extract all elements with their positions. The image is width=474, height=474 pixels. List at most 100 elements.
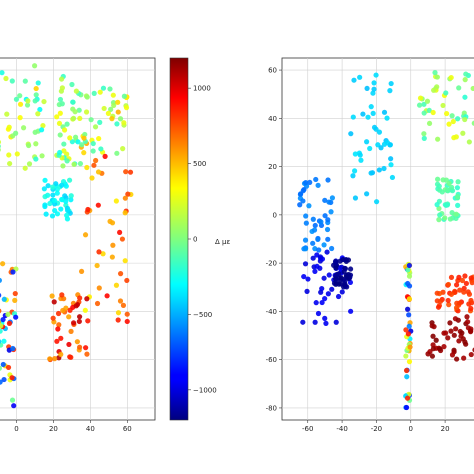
scatter-point [304, 288, 310, 294]
scatter-point [325, 177, 331, 183]
scatter-point [50, 192, 56, 198]
scatter-point [368, 170, 374, 176]
scatter-point [325, 291, 331, 297]
scatter-point [9, 375, 15, 381]
scatter-point [64, 212, 70, 218]
scatter-point [9, 78, 15, 84]
scatter-point [434, 290, 440, 296]
scatter-point [120, 146, 126, 152]
scatter-point [77, 161, 84, 167]
scatter-point [61, 141, 67, 147]
scatter-point [446, 302, 452, 308]
scatter-point [311, 227, 318, 233]
colorbar-tick-label: 500 [193, 160, 206, 168]
scatter-point [297, 202, 303, 208]
scatter-point [329, 195, 336, 201]
scatter-point [437, 298, 444, 304]
scatter-point [63, 198, 69, 204]
scatter-point [13, 130, 19, 136]
scatter-point [96, 249, 102, 255]
scatter-point [114, 121, 120, 127]
scatter-point [471, 120, 474, 126]
scatter-point [378, 145, 384, 151]
scatter-point [41, 98, 47, 105]
y-tick-label: 20 [268, 163, 277, 171]
scatter-point [440, 177, 446, 183]
scatter-point [51, 197, 58, 204]
scatter-point [318, 219, 324, 225]
scatter-point [0, 261, 6, 267]
scatter-point [313, 176, 319, 183]
scatter-point [6, 320, 13, 326]
scatter-point [63, 183, 69, 189]
scatter-point [406, 273, 413, 279]
scatter-point [447, 320, 453, 326]
scatter-point [47, 356, 53, 362]
scatter-point [25, 98, 31, 104]
scatter-point [59, 85, 65, 91]
scatter-point [52, 356, 58, 362]
right-y-ticks: 60 40 20 0 -20 -40 -60 -80 [266, 67, 282, 412]
scatter-point [101, 105, 107, 112]
scatter-point [71, 161, 77, 167]
scatter-point [13, 314, 19, 320]
scatter-point [470, 85, 474, 92]
scatter-point [439, 189, 445, 195]
scatter-point [52, 207, 58, 214]
scatter-point [463, 280, 470, 287]
scatter-point [24, 102, 31, 108]
scatter-point [315, 310, 322, 317]
scatter-point [98, 146, 104, 152]
scatter-point [312, 319, 318, 325]
scatter-point [333, 276, 339, 282]
scatter-point [58, 351, 64, 357]
scatter-point [41, 186, 47, 192]
scatter-point [303, 180, 309, 186]
scatter-point [453, 326, 459, 332]
scatter-point [300, 319, 306, 325]
scatter-point [315, 182, 321, 188]
scatter-point [114, 150, 120, 156]
scatter-point [123, 105, 130, 111]
scatter-point [406, 296, 413, 302]
scatter-point [426, 120, 433, 127]
scatter-point [117, 116, 124, 122]
scatter-point [384, 115, 390, 121]
scatter-point [302, 237, 309, 243]
scatter-point [449, 113, 455, 119]
scatter-point [122, 195, 128, 201]
scatter-point [381, 109, 388, 115]
scatter-point [91, 90, 97, 96]
scatter-point [77, 115, 83, 122]
scatter-point [110, 242, 116, 248]
scatter-point [342, 281, 348, 287]
scatter-point [0, 70, 5, 76]
right-x-ticks: -60 -40 -20 0 20 [302, 420, 450, 433]
scatter-point [376, 129, 383, 135]
scatter-point [17, 101, 24, 107]
colorbar-tick-label: 0 [193, 236, 197, 244]
scatter-point [333, 260, 339, 266]
scatter-point [445, 281, 452, 288]
scatter-point [32, 63, 38, 69]
scatter-point [405, 306, 411, 312]
scatter-point [82, 232, 89, 238]
scatter-point [365, 114, 371, 120]
scatter-point [448, 291, 455, 297]
scatter-point [0, 361, 6, 368]
scatter-point [124, 311, 130, 317]
scatter-point [90, 148, 96, 154]
scatter-point [444, 202, 451, 208]
left-scatter-axes: 0 20 40 60 [0, 57, 156, 433]
scatter-point [464, 314, 470, 320]
x-tick-label: 20 [49, 425, 58, 433]
scatter-point [388, 80, 394, 87]
scatter-point [317, 265, 323, 271]
scatter-point [442, 215, 448, 221]
scatter-point [426, 107, 432, 114]
scatter-point [89, 175, 95, 181]
scatter-point [115, 99, 121, 105]
scatter-point [465, 319, 471, 325]
scatter-point [451, 135, 457, 141]
scatter-point [77, 295, 83, 301]
